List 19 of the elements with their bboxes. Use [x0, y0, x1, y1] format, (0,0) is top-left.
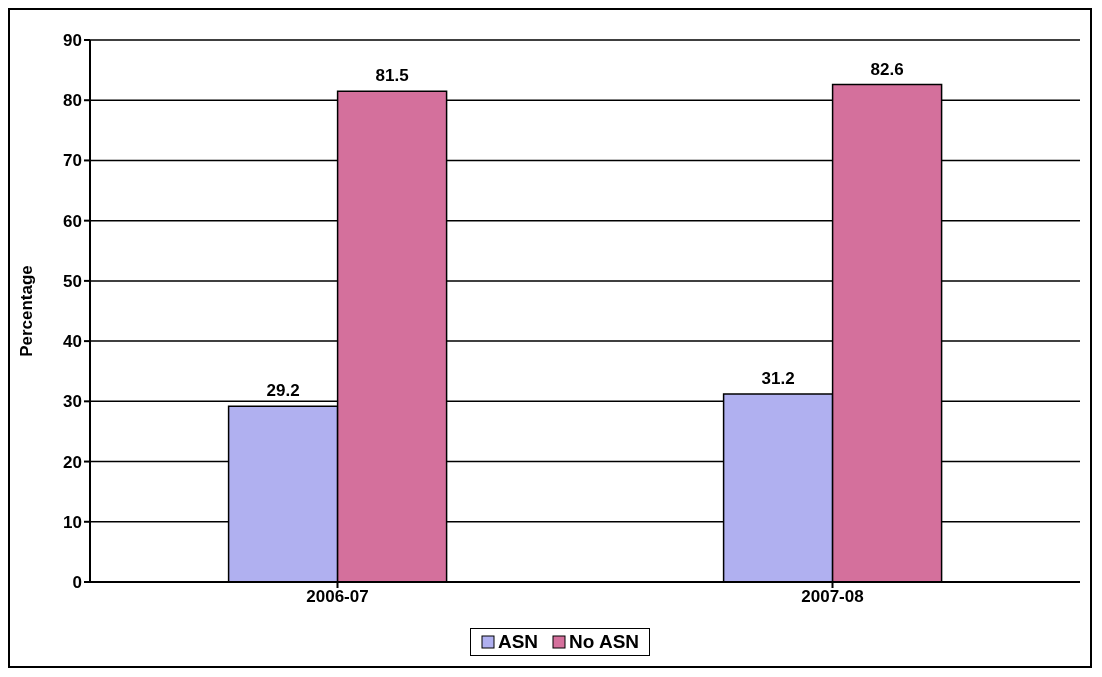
legend-label: ASN [496, 631, 539, 653]
y-axis-title: Percentage [17, 265, 37, 357]
x-tick-label: 2007-08 [801, 587, 864, 607]
y-tick-label: 30 [63, 392, 82, 412]
y-tick-label: 80 [63, 91, 82, 111]
y-tick-label: 50 [63, 271, 82, 291]
y-tick-label: 60 [63, 211, 82, 231]
data-label: 29.2 [266, 381, 300, 401]
y-tick-label: 40 [63, 332, 82, 352]
y-tick-label: 20 [63, 452, 82, 472]
x-tick-label: 2006-07 [306, 587, 369, 607]
y-tick-label: 70 [63, 151, 82, 171]
data-label: 82.6 [870, 59, 904, 79]
y-tick-label: 90 [63, 31, 82, 51]
data-label: 31.2 [761, 369, 795, 389]
y-tick-label: 0 [72, 573, 82, 593]
data-label: 81.5 [375, 66, 409, 86]
y-tick-label: 10 [63, 512, 82, 532]
legend-label: No ASN [568, 631, 640, 653]
